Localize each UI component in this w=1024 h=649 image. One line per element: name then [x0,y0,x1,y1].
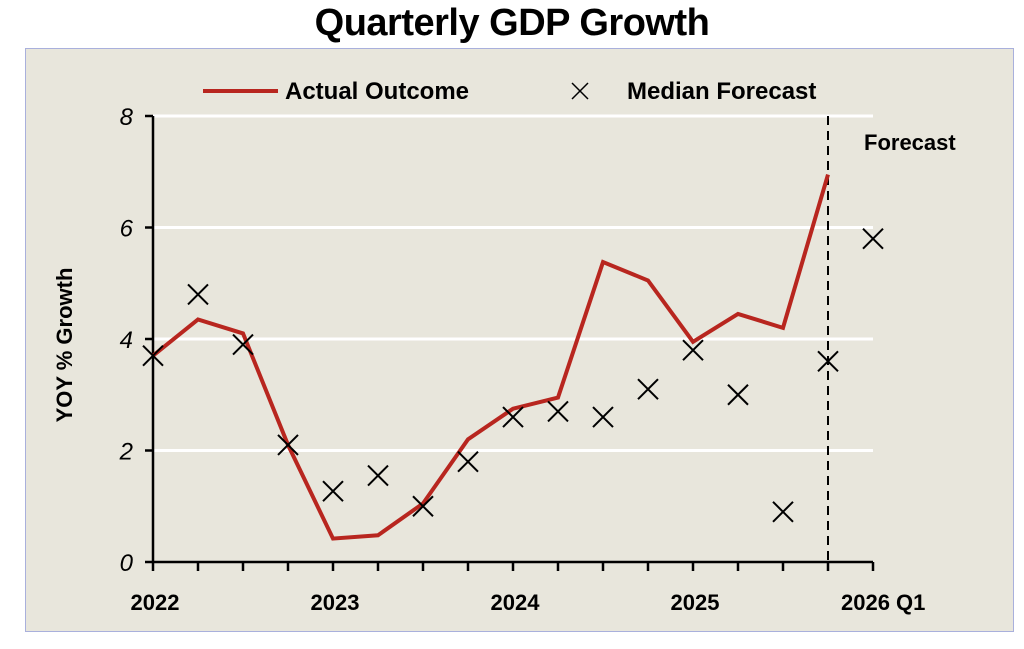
legend-label-median-forecast: Median Forecast [627,78,816,105]
marker-stroke [502,406,524,428]
median-forecast-marker [682,339,704,361]
marker-stroke [412,495,434,517]
marker-stroke [727,384,749,406]
marker-stroke [637,378,659,400]
legend: Actual Outcome Median Forecast [203,78,816,105]
marker-stroke [457,450,479,473]
marker-stroke [592,406,614,428]
median-forecast-marker [142,345,164,367]
median-forecast-marker [412,495,434,517]
legend-marker-median-forecast [571,82,589,100]
median-forecast-marker [187,283,209,306]
marker-stroke [277,434,299,456]
median-forecast-marker [547,400,569,423]
median-forecast-marker [502,406,524,428]
marker-stroke [322,480,344,502]
x-tick-label: 2025 [671,590,720,615]
x-tick-label: 2022 [131,590,180,615]
marker-stroke [142,345,164,367]
marker-stroke [367,464,389,487]
x-tick-label: 2023 [311,590,360,615]
gridlines [153,114,873,452]
median-forecast-marker [277,434,299,456]
median-forecast-marker [232,333,254,356]
marker-stroke [232,333,254,356]
forecast-annotation: Forecast [864,130,956,155]
series [142,173,884,541]
x-tick-label: 2026 Q1 [841,590,925,615]
y-tick-label-0: 0 [120,550,134,577]
median-forecast-marker [367,464,389,487]
y-tick-label-4: 4 [120,327,133,354]
axes: 0 2 4 6 8 2022 2023 2024 2025 2026 Q1 [119,104,926,615]
chart-title: Quarterly GDP Growth [314,2,710,44]
y-tick-label-2: 2 [119,439,133,466]
marker-stroke [187,283,209,306]
marker-stroke [547,400,569,423]
median-forecast-marker [862,227,884,250]
x-tick-label: 2024 [491,590,541,615]
y-tick-label-6: 6 [120,216,134,243]
median-forecast-marker [637,378,659,400]
median-forecast-marker [457,450,479,473]
y-axis-label: YOY % Growth [52,268,77,423]
median-forecast-marker [772,501,794,523]
median-forecast-marker [322,480,344,502]
marker-stroke [862,227,884,250]
actual-outcome-line [151,173,830,541]
median-forecast-marker [817,350,839,373]
median-forecast-marker [727,384,749,406]
median-forecast-marker [592,406,614,428]
y-tick-label-8: 8 [120,104,134,131]
marker-stroke [682,339,704,361]
marker-stroke [772,501,794,523]
legend-label-actual-outcome: Actual Outcome [285,78,469,105]
marker-stroke [817,350,839,373]
